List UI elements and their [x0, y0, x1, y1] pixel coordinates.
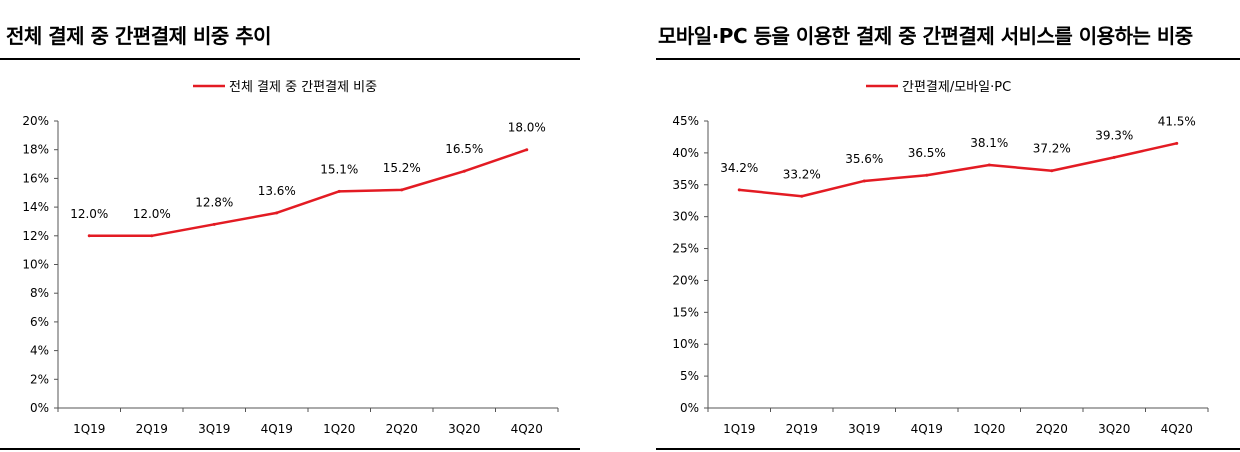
series-line-right — [739, 142, 1178, 198]
data-point-left — [337, 189, 341, 193]
data-label-right: 33.2% — [783, 167, 821, 181]
y-tick-label-left: 6% — [30, 315, 49, 329]
x-tick-label-right: 4Q20 — [1161, 422, 1193, 436]
data-label-left: 16.5% — [445, 142, 483, 156]
data-label-right: 37.2% — [1033, 142, 1071, 156]
y-tick-label-right: 25% — [672, 242, 699, 256]
y-tick-label-left: 16% — [22, 171, 49, 185]
y-tick-label-right: 40% — [672, 146, 699, 160]
data-point-left — [462, 169, 466, 173]
data-point-right — [925, 173, 929, 177]
y-tick-label-right: 20% — [672, 273, 699, 287]
data-point-right — [862, 179, 866, 183]
legend-label-left: 전체 결제 중 간편결제 비중 — [229, 80, 377, 95]
data-point-right — [1112, 155, 1116, 159]
x-tick-label-right: 2Q20 — [1036, 422, 1068, 436]
y-tick-label-left: 8% — [30, 286, 49, 300]
title-rule-right — [656, 58, 1240, 60]
data-point-left — [212, 222, 216, 226]
y-tick-label-left: 12% — [22, 229, 49, 243]
y-tick-label-left: 20% — [22, 114, 49, 128]
y-tick-label-left: 10% — [22, 258, 49, 272]
data-label-left: 15.2% — [383, 161, 421, 175]
x-tick-label-right: 4Q19 — [911, 422, 943, 436]
y-tick-label-right: 0% — [680, 401, 699, 415]
series-line-left — [89, 148, 528, 238]
x-tick-label-left: 3Q20 — [448, 422, 480, 436]
bottom-rule-right — [656, 448, 1240, 450]
data-label-left: 12.0% — [70, 207, 108, 221]
data-point-right — [800, 194, 804, 198]
data-label-left: 13.6% — [258, 184, 296, 198]
bottom-rule-left — [0, 448, 580, 450]
x-tick-label-left: 1Q19 — [73, 422, 105, 436]
x-tick-label-right: 1Q20 — [973, 422, 1005, 436]
x-tick-label-right: 3Q19 — [848, 422, 880, 436]
title-rule-left — [0, 58, 580, 60]
y-tick-label-right: 35% — [672, 178, 699, 192]
y-tick-label-left: 2% — [30, 372, 49, 386]
data-point-left — [150, 234, 154, 238]
x-tick-label-right: 1Q19 — [723, 422, 755, 436]
y-tick-label-left: 18% — [22, 143, 49, 157]
x-tick-label-right: 2Q19 — [786, 422, 818, 436]
chart-panel-right: 모바일·PC 등을 이용한 결제 중 간편결제 서비스를 이용하는 비중 간편결… — [656, 0, 1240, 452]
data-point-left — [525, 148, 529, 152]
x-tick-label-left: 1Q20 — [323, 422, 355, 436]
x-tick-label-left: 4Q20 — [511, 422, 543, 436]
y-tick-label-right: 45% — [672, 114, 699, 128]
data-label-right: 39.3% — [1095, 128, 1133, 142]
data-label-right: 35.6% — [845, 152, 883, 166]
line-chart-right: 간편결제/모바일·PC 0% 5% 10% 15% 20% 25% 30% 35% 40% 45% 1… — [672, 80, 1209, 436]
line-chart-left: 전체 결제 중 간편결제 비중 0% 2% 4% 6% 8% 10% 12% 14% 16% 18%… — [22, 80, 559, 436]
legend-left: 전체 결제 중 간편결제 비중 — [193, 80, 377, 95]
x-tick-label-left: 3Q19 — [198, 422, 230, 436]
chart-panel-left: 전체 결제 중 간편결제 비중 추이 전체 결제 중 간편결제 비중 0% 2% 4%… — [0, 0, 580, 452]
data-point-left — [400, 188, 404, 192]
data-point-right — [1050, 169, 1054, 173]
data-point-right — [737, 188, 741, 192]
x-tick-label-left: 2Q20 — [386, 422, 418, 436]
chart-title-left: 전체 결제 중 간편결제 비중 추이 — [6, 24, 272, 48]
data-point-left — [275, 211, 279, 215]
chart-title-right: 모바일·PC 등을 이용한 결제 중 간편결제 서비스를 이용하는 비중 — [658, 24, 1193, 48]
x-tick-label-left: 2Q19 — [136, 422, 168, 436]
legend-right: 간편결제/모바일·PC — [866, 80, 1011, 95]
data-point-right — [987, 163, 991, 167]
data-label-left: 12.8% — [195, 195, 233, 209]
data-point-left — [87, 234, 91, 238]
y-tick-label-left: 4% — [30, 344, 49, 358]
data-label-right: 41.5% — [1158, 114, 1196, 128]
legend-label-right: 간편결제/모바일·PC — [902, 80, 1011, 95]
data-label-left: 15.1% — [320, 162, 358, 176]
data-label-left: 18.0% — [508, 121, 546, 135]
y-tick-label-left: 0% — [30, 401, 49, 415]
y-tick-label-right: 5% — [680, 369, 699, 383]
y-tick-label-left: 14% — [22, 200, 49, 214]
x-tick-label-right: 3Q20 — [1098, 422, 1130, 436]
y-tick-label-right: 10% — [672, 337, 699, 351]
data-label-right: 36.5% — [908, 146, 946, 160]
x-tick-label-left: 4Q19 — [261, 422, 293, 436]
data-label-right: 34.2% — [720, 161, 758, 175]
data-label-right: 38.1% — [970, 136, 1008, 150]
y-tick-label-right: 15% — [672, 305, 699, 319]
data-label-left: 12.0% — [133, 207, 171, 221]
y-tick-label-right: 30% — [672, 210, 699, 224]
data-point-right — [1175, 141, 1179, 145]
